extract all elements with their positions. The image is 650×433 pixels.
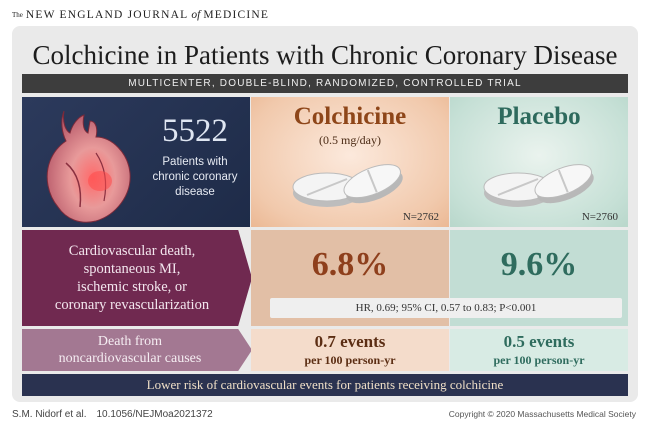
placebo-arm-name: Placebo xyxy=(497,103,581,130)
abstract-title: Colchicine in Patients with Chronic Coro… xyxy=(32,40,618,70)
population-cell: 5522 Patients with chronic coronary dise… xyxy=(22,97,250,227)
pills-icon xyxy=(483,164,594,207)
noncardio-colchicine: 0.7 events per 100 person-yr xyxy=(251,329,449,371)
journal-name-end: MEDICINE xyxy=(203,9,270,21)
journal-of: of xyxy=(191,9,201,21)
colchicine-primary-rate: 6.8% xyxy=(311,246,389,283)
colchicine-arm-cell: Colchicine (0.5 mg/day) N=2762 xyxy=(251,97,449,227)
placebo-primary-rate: 9.6% xyxy=(500,246,578,283)
placebo-n: N=2760 xyxy=(581,211,618,223)
placebo-noncardio-events: 0.5 events xyxy=(503,332,575,351)
primary-outcome-label: Cardiovascular death, spontaneous MI, is… xyxy=(22,230,252,326)
primary-outcome-line-1: Cardiovascular death, xyxy=(68,243,196,259)
journal-name: NEW ENGLAND JOURNAL xyxy=(25,9,189,21)
trial-design-band: MULTICENTER, DOUBLE-BLIND, RANDOMIZED, C… xyxy=(22,74,628,93)
primary-outcome-line-4: coronary revascularization xyxy=(54,297,210,313)
doi-link[interactable]: 10.1056/NEJMoa2021372 xyxy=(96,408,213,420)
colchicine-n: N=2762 xyxy=(402,211,439,223)
pills-icon xyxy=(292,164,403,207)
patient-count: 5522 xyxy=(162,113,228,149)
citation: S.M. Nidorf et al. 10.1056/NEJMoa2021372 xyxy=(12,404,213,424)
noncardio-line-2: noncardiovascular causes xyxy=(58,351,202,366)
noncardio-placebo: 0.5 events per 100 person-yr xyxy=(450,329,628,371)
population-line-3: disease xyxy=(175,186,215,198)
population-description: Patients with chronic coronary disease xyxy=(140,155,250,200)
abstract-grid: 5522 Patients with chronic coronary dise… xyxy=(12,26,638,402)
copyright: Copyright © 2020 Massachusetts Medical S… xyxy=(448,409,636,419)
primary-outcome-line-3: ischemic stroke, or xyxy=(77,279,187,295)
noncardio-outcome-label: Death from noncardiovascular causes xyxy=(22,329,252,371)
journal-masthead: The NEW ENGLAND JOURNAL of MEDICINE xyxy=(12,6,269,24)
hazard-ratio-stats: HR, 0.69; 95% CI, 0.57 to 0.83; P<0.001 xyxy=(270,298,622,318)
colchicine-arm-name: Colchicine xyxy=(293,103,407,130)
colchicine-noncardio-unit: per 100 person-yr xyxy=(304,353,396,367)
noncardio-line-1: Death from xyxy=(97,334,163,349)
placebo-noncardio-unit: per 100 person-yr xyxy=(493,353,585,367)
placebo-arm-cell: Placebo N=2760 xyxy=(450,97,628,227)
colchicine-dose: (0.5 mg/day) xyxy=(319,133,381,147)
primary-outcome-line-2: spontaneous MI, xyxy=(83,261,181,277)
population-line-1: Patients with xyxy=(162,156,228,168)
heart-icon xyxy=(46,110,131,223)
trial-design-text: MULTICENTER, DOUBLE-BLIND, RANDOMIZED, C… xyxy=(128,78,522,89)
conclusion-banner: Lower risk of cardiovascular events for … xyxy=(22,374,628,396)
journal-the: The xyxy=(12,11,23,19)
population-line-2: chronic coronary xyxy=(152,171,238,183)
colchicine-noncardio-events: 0.7 events xyxy=(314,332,386,351)
authors: S.M. Nidorf et al. xyxy=(12,408,87,420)
